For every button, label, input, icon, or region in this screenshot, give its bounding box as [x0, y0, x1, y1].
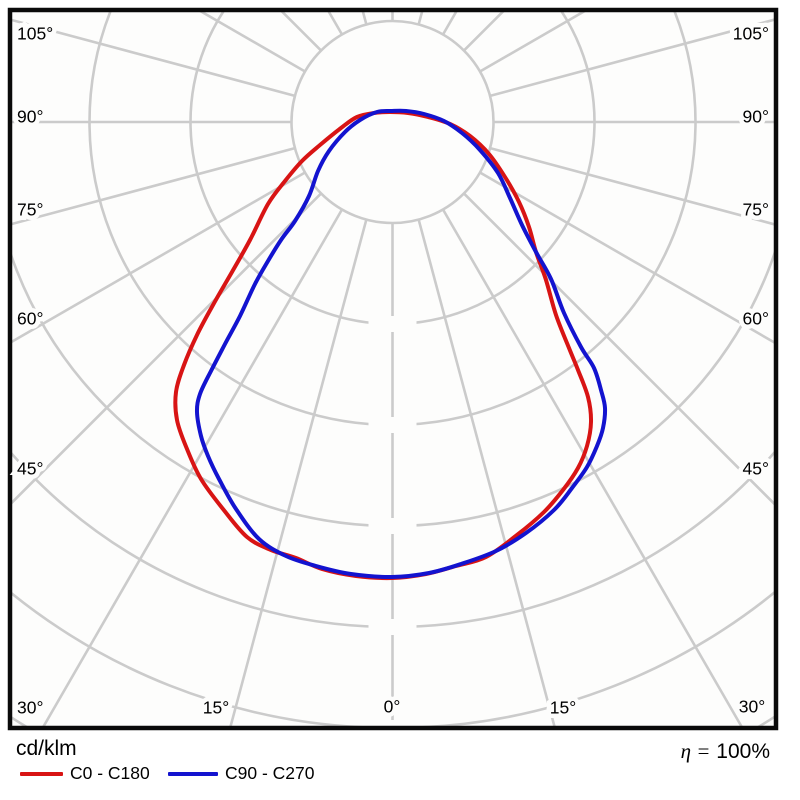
grid-spoke — [479, 171, 774, 344]
legend-label-c90-c270: C90 - C270 — [225, 763, 315, 783]
legend-label-c0-c180: C0 - C180 — [70, 763, 150, 783]
gamma-label: 105° — [733, 24, 769, 44]
curve-c90-c270 — [194, 108, 608, 580]
gamma-label: 60° — [17, 309, 43, 329]
grid-spoke — [42, 208, 344, 726]
legend-swatch-red — [20, 771, 63, 776]
gamma-label: 90° — [743, 107, 769, 127]
grid-spoke — [489, 146, 774, 226]
gamma-label: 30° — [739, 697, 765, 717]
intensity-curves — [173, 108, 608, 581]
efficiency-value: η = 100% — [681, 739, 770, 764]
grid-spoke — [229, 219, 368, 726]
axis-gap — [368, 518, 417, 534]
legend-item-c90-c270: C90 - C270 — [168, 763, 315, 784]
gamma-label: 45° — [743, 459, 769, 479]
axis-gap — [368, 619, 417, 635]
gamma-label: 90° — [17, 107, 43, 127]
axis-label-gaps — [368, 316, 417, 726]
gamma-label: 75° — [743, 200, 769, 220]
grid-spoke — [462, 192, 774, 506]
eta-symbol: η = — [680, 739, 711, 763]
axis-gap — [368, 417, 417, 433]
legend-swatch-blue — [168, 771, 218, 776]
gamma-label: 30° — [17, 698, 43, 718]
gamma-label: 0° — [384, 697, 401, 717]
grid-spoke — [12, 171, 306, 344]
grid-spoke — [441, 208, 743, 726]
gamma-label: 105° — [17, 24, 53, 44]
gamma-label: 75° — [17, 200, 43, 220]
chart-frame — [7, 7, 779, 731]
axis-gap — [368, 720, 417, 726]
axis-gap — [368, 316, 417, 332]
grid-spoke — [12, 192, 323, 505]
unit-label: cd/klm — [16, 737, 77, 760]
gamma-label: 15° — [550, 698, 576, 718]
gamma-label: 15° — [203, 698, 229, 718]
grid-spoke — [489, 18, 774, 98]
grid-spoke — [12, 18, 296, 98]
grid-spoke — [12, 146, 296, 226]
angle-labels: 105° 90° 75° 60° 45° 30° 105° 90° 75° 60° 45° 15° 0°… — [13, 19, 774, 722]
gamma-label: 60° — [743, 309, 769, 329]
grid-spoke — [417, 219, 556, 726]
eta-percentage: 100% — [716, 740, 770, 763]
legend-item-c0-c180: C0 - C180 — [20, 763, 150, 784]
gamma-label: 45° — [17, 459, 43, 479]
